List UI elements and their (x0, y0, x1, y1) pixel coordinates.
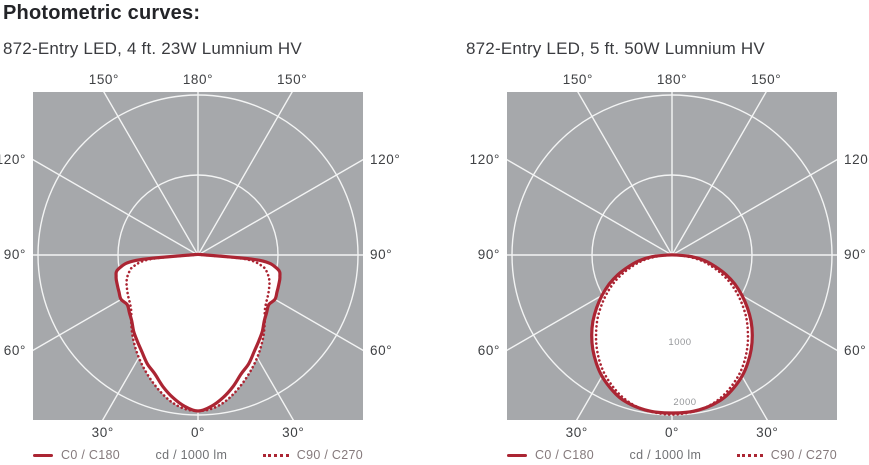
dotted-line-swatch (736, 453, 763, 457)
ring-value-label: 2000 (673, 397, 696, 408)
polar-diagram-right: 1000 2000 150° 180° 150° 120° 90° 60° 120° 90° 60°… (470, 72, 869, 440)
angle-label: 30° (282, 425, 304, 440)
angle-label: 90° (844, 247, 866, 262)
legend-label-c90-c270: C90 / C270 (770, 448, 837, 462)
angle-label: 180° (657, 72, 687, 87)
c0-c180-solid-curve (114, 252, 282, 413)
dotted-line-swatch (262, 453, 289, 457)
angle-label: 30° (566, 425, 588, 440)
angle-label: 150° (751, 72, 781, 87)
legend-item-c90-c270: C90 / C270 (262, 448, 363, 462)
grid-circle (511, 94, 833, 416)
legend-unit-label: cd / 1000 lm (629, 448, 702, 462)
page-title: Photometric curves: (3, 2, 201, 24)
angle-label: 150° (277, 72, 307, 87)
c90-c270-dotted-curve (125, 253, 271, 413)
legend-label-c90-c270: C90 / C270 (296, 448, 363, 462)
curve-fill (596, 254, 748, 415)
angle-label: 150° (89, 72, 119, 87)
legend-item-c0-c180: C0 / C180 (507, 448, 594, 462)
solid-line-swatch (33, 453, 53, 457)
angle-label: 120° (844, 152, 869, 167)
angle-label: 90° (370, 247, 392, 262)
angle-label: 60° (370, 343, 392, 358)
legend-left: C0 / C180 cd / 1000 lm C90 / C270 (33, 447, 363, 463)
legend-label-c0-c180: C0 / C180 (61, 448, 120, 462)
curve-fill (126, 254, 270, 411)
photometric-chart-right: 872-Entry LED, 5 ft. 50W Lumnium HV 1000… (435, 36, 869, 463)
angle-label: 180° (183, 72, 213, 87)
angle-label: 90° (478, 247, 500, 262)
grid-circle (37, 94, 359, 416)
photometric-chart-left: 872-Entry LED, 4 ft. 23W Lumnium HV 150°… (0, 36, 430, 463)
legend-item-unit: cd / 1000 lm (156, 448, 228, 462)
angle-label: 90° (4, 247, 26, 262)
angle-label: 120° (0, 152, 26, 167)
chart-subtitle-left: 872-Entry LED, 4 ft. 23W Lumnium HV (3, 39, 302, 58)
angle-label: 0° (191, 425, 205, 440)
c0-c180-solid-curve (590, 253, 754, 415)
chart-subtitle-right: 872-Entry LED, 5 ft. 50W Lumnium HV (466, 39, 765, 58)
angle-label: 0° (665, 425, 679, 440)
polar-diagram-left: 150° 180° 150° 120° 90° 60° 120° 90° 60° 30° 0° 30° (0, 72, 400, 440)
ring-value-label: 1000 (668, 337, 691, 348)
solid-line-swatch (507, 453, 527, 457)
angle-label: 120° (470, 152, 500, 167)
angle-label: 30° (92, 425, 114, 440)
legend-label-c0-c180: C0 / C180 (535, 448, 594, 462)
legend-right: C0 / C180 cd / 1000 lm C90 / C270 (507, 447, 837, 463)
angle-label: 120° (370, 152, 400, 167)
legend-item-unit: cd / 1000 lm (630, 448, 702, 462)
angle-label: 60° (4, 343, 26, 358)
angle-label: 60° (844, 343, 866, 358)
angle-label: 150° (563, 72, 593, 87)
legend-item-c90-c270: C90 / C270 (736, 448, 837, 462)
angle-label: 30° (756, 425, 778, 440)
legend-unit-label: cd / 1000 lm (155, 448, 228, 462)
legend-item-c0-c180: C0 / C180 (33, 448, 120, 462)
angle-label: 60° (478, 343, 500, 358)
